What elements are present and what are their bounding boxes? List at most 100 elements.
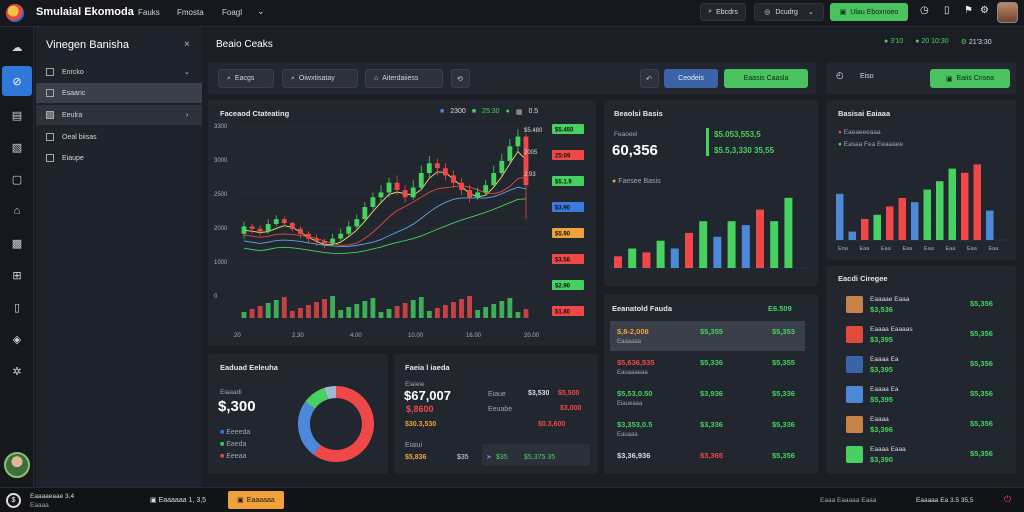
- chevron-right-icon: ›: [186, 111, 189, 119]
- sidebar-item[interactable]: Enrcko ⌄: [36, 62, 202, 82]
- filter-apply-button[interactable]: Ceodeis: [664, 69, 718, 88]
- primary-action-button[interactable]: ▣ Ulau Eboxnoeo: [830, 3, 908, 21]
- arrow-icon: ➤: [486, 454, 492, 461]
- notification-icon[interactable]: ▯: [944, 5, 950, 16]
- document-icon[interactable]: ▤: [11, 109, 23, 122]
- candlestick-panel: [208, 100, 596, 346]
- donut-slice: [298, 401, 322, 455]
- right-bar: [886, 206, 894, 240]
- user-avatar[interactable]: [997, 2, 1018, 23]
- footer-user: Eaaaaeaae 3,4 Eaaaa: [30, 493, 75, 509]
- candle-body: [306, 233, 311, 239]
- search-button[interactable]: ⌕ Ebcdrs: [700, 3, 746, 21]
- item-name[interactable]: Eaaaa: [870, 416, 889, 423]
- candle-body: [523, 136, 529, 186]
- stats-bar: [656, 240, 665, 268]
- order-mid: $5,355: [700, 327, 723, 336]
- volume-bar: [467, 296, 472, 318]
- filter-dropdown[interactable]: ⌂ Aiterdaiiess: [365, 69, 443, 88]
- sidebar-item[interactable]: Esaanc: [36, 83, 202, 103]
- plus-icon: ▣: [237, 497, 244, 504]
- stats-bar: [713, 236, 722, 268]
- back-button[interactable]: ↶: [640, 69, 659, 88]
- box-icon[interactable]: ▢: [11, 173, 23, 186]
- cloud-icon[interactable]: ☁: [11, 41, 23, 54]
- filter-dropdown[interactable]: ⌕ Oiwxtisatay: [282, 69, 358, 88]
- checkbox-icon: [46, 154, 54, 162]
- order-mid: $3,336: [700, 420, 723, 429]
- candle-body: [354, 219, 360, 227]
- footer-button[interactable]: ▣ Eaaaaaa: [228, 491, 284, 509]
- close-icon[interactable]: ×: [184, 39, 190, 50]
- x-tick-label: Eaa: [860, 246, 871, 252]
- page-icon[interactable]: ▯: [13, 301, 21, 314]
- right-bar: [973, 164, 981, 240]
- stats-bar-chart: [610, 197, 808, 269]
- square-icon[interactable]: ▦: [515, 109, 523, 116]
- square-icon[interactable]: ■: [440, 108, 445, 115]
- home-icon[interactable]: ⌂: [13, 205, 21, 217]
- volume-bar: [322, 299, 327, 318]
- volume-bar: [434, 308, 440, 318]
- folder-icon[interactable]: ▧: [11, 141, 23, 154]
- sidebar-item[interactable]: Eeulra ›: [36, 105, 202, 125]
- volume-bar: [491, 304, 497, 318]
- candle-body: [289, 223, 295, 229]
- volume-bar: [306, 305, 311, 318]
- bell-icon[interactable]: ⚑: [964, 5, 973, 16]
- candle-body: [434, 163, 440, 169]
- candle-body: [515, 136, 521, 147]
- moving-average-line: [243, 186, 527, 248]
- rail-active-item[interactable]: [2, 66, 32, 96]
- menu-item[interactable]: Fauks: [138, 8, 160, 17]
- app-title: Smulaial Ekomoda: [36, 6, 134, 18]
- item-name[interactable]: Eaaaa Eaaa: [870, 446, 906, 453]
- stats-bar: [614, 256, 622, 268]
- item-amount: $5,356: [970, 419, 993, 428]
- item-name[interactable]: Eaaaa Ea: [870, 386, 899, 393]
- price-row-label: Eiaiui: [405, 442, 423, 449]
- cube-icon[interactable]: ◈: [12, 333, 22, 346]
- candle-body: [370, 197, 376, 207]
- stats-bar: [670, 248, 679, 268]
- dropdown-select[interactable]: ◎ Dcudrg ⌄: [754, 3, 824, 21]
- chevron-down-icon[interactable]: ⌄: [257, 6, 265, 16]
- menu-item[interactable]: Fmosta: [177, 8, 204, 17]
- item-thumbnail: [846, 446, 863, 463]
- right-action-button[interactable]: ▣ Eaiis Cnsea: [930, 69, 1010, 88]
- orders-row-highlight[interactable]: [610, 321, 805, 351]
- image-icon[interactable]: ▩: [11, 237, 23, 250]
- clock-icon[interactable]: ◷: [920, 5, 929, 16]
- rail-avatar[interactable]: [4, 452, 30, 478]
- x-tick-label: Ena: [838, 246, 849, 252]
- footer-right-text: Eaaa Eaaaaa Eaaa: [820, 497, 877, 504]
- status-item: ⚙ 21'3:30: [960, 39, 992, 46]
- panel-title: Eaduad Eeleuha: [220, 363, 278, 372]
- settings-icon[interactable]: ⚙: [980, 5, 989, 16]
- menu-item[interactable]: Foagl: [222, 8, 243, 17]
- dot-icon[interactable]: ●: [505, 108, 510, 115]
- clock-icon[interactable]: ◴: [836, 70, 844, 80]
- right-bar: [836, 193, 844, 240]
- refresh-button[interactable]: ⟲: [451, 69, 470, 88]
- square-icon[interactable]: ■: [471, 108, 477, 115]
- price-tag: $5.450: [552, 124, 584, 134]
- filter-green-button[interactable]: Eaasis Caasla: [724, 69, 808, 88]
- archive-icon[interactable]: ⊞: [12, 269, 22, 282]
- item-name[interactable]: Eaaaae Eaaa: [870, 296, 910, 303]
- candle-body: [257, 228, 263, 232]
- item-name[interactable]: Eaaaa Ea: [870, 356, 899, 363]
- sidebar-item[interactable]: Oeal biisas: [36, 127, 202, 147]
- item-name[interactable]: Eaaaa Eaaaas: [870, 326, 913, 333]
- volume-bar: [515, 312, 521, 318]
- footer-right-value: Eaaaaa Ea 3.5 35,5: [916, 497, 974, 504]
- filter-dropdown[interactable]: ⌕ Eacgs: [218, 69, 274, 88]
- item-thumbnail: [846, 416, 863, 433]
- gear-icon[interactable]: ✲: [12, 365, 22, 378]
- item-thumbnail: [846, 326, 863, 343]
- donut-slice: [335, 386, 374, 436]
- right-chart-panel: [826, 100, 1016, 260]
- user-status-icon[interactable]: $: [6, 493, 21, 508]
- power-icon[interactable]: ⏻: [1004, 494, 1012, 504]
- sidebar-item[interactable]: Eiaupe: [36, 148, 202, 168]
